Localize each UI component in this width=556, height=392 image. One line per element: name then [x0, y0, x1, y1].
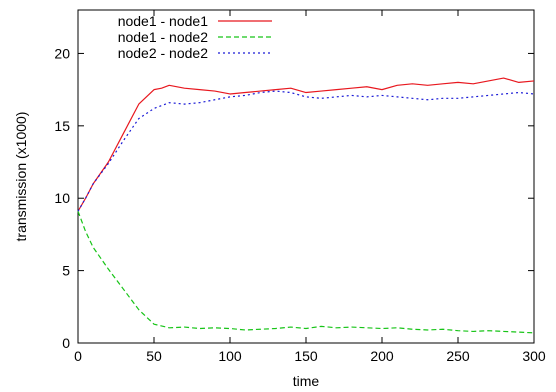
- legend-label-1: node1 - node1: [118, 13, 209, 29]
- series-group: [77, 77, 535, 334]
- x-tick-label: 100: [218, 348, 242, 364]
- x-tick-label: 300: [522, 348, 546, 364]
- x-tick-label: 0: [74, 348, 82, 364]
- y-tick-label: 5: [62, 263, 70, 279]
- y-axis-title: transmission (x1000): [13, 112, 29, 242]
- y-tick-label: 15: [54, 118, 70, 134]
- x-axis-ticks: 0 50 100 150 200 250 300: [74, 10, 546, 364]
- legend-label-3: node2 - node2: [118, 45, 209, 61]
- x-axis-title: time: [293, 373, 320, 389]
- x-tick-label: 200: [370, 348, 394, 364]
- y-axis-ticks: 0 5 10 15 20: [54, 45, 534, 351]
- x-tick-label: 50: [146, 348, 162, 364]
- series-line-1: [77, 77, 535, 212]
- series-line-3: [77, 90, 535, 212]
- y-tick-label: 0: [62, 335, 70, 351]
- x-tick-label: 150: [294, 348, 318, 364]
- x-tick-label: 250: [446, 348, 470, 364]
- y-tick-label: 20: [54, 45, 70, 61]
- series-line-2: [77, 211, 535, 334]
- legend-label-2: node1 - node2: [118, 29, 209, 45]
- y-tick-label: 10: [54, 190, 70, 206]
